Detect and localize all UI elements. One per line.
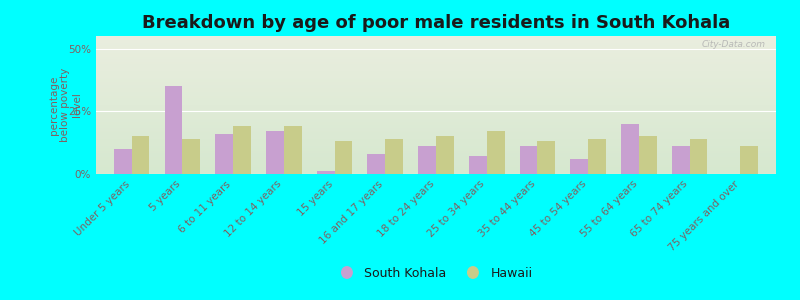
Bar [131,136,150,174]
Bar [469,156,486,174]
Bar [284,126,302,174]
Y-axis label: percentage
below poverty
level: percentage below poverty level [49,68,82,142]
Bar [266,131,284,174]
Bar [672,146,690,174]
Bar [233,126,250,174]
Bar [639,136,657,174]
Bar [182,139,200,174]
Bar [215,134,233,174]
Bar [114,149,131,174]
Bar [334,141,352,174]
Bar [741,146,758,174]
Bar [436,136,454,174]
Bar [367,154,386,174]
Bar [570,159,588,174]
Bar [165,86,182,174]
Text: City-Data.com: City-Data.com [702,40,766,49]
Bar [386,139,403,174]
Bar [622,124,639,174]
Bar [486,131,505,174]
Bar [317,172,334,174]
Bar [690,139,707,174]
Bar [538,141,555,174]
Bar [588,139,606,174]
Bar [520,146,538,174]
Legend: South Kohala, Hawaii: South Kohala, Hawaii [334,262,538,285]
Bar [418,146,436,174]
Title: Breakdown by age of poor male residents in South Kohala: Breakdown by age of poor male residents … [142,14,730,32]
